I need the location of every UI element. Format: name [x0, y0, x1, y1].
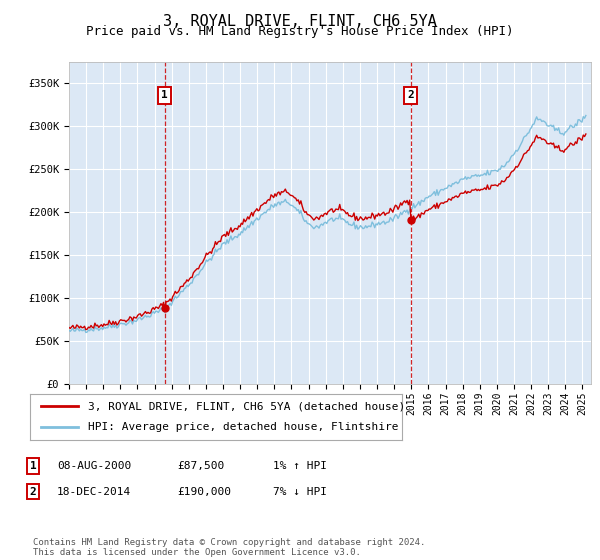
- Text: 1: 1: [29, 461, 37, 471]
- Text: 1% ↑ HPI: 1% ↑ HPI: [273, 461, 327, 471]
- Text: £190,000: £190,000: [177, 487, 231, 497]
- Text: 3, ROYAL DRIVE, FLINT, CH6 5YA: 3, ROYAL DRIVE, FLINT, CH6 5YA: [163, 14, 437, 29]
- Text: 2: 2: [29, 487, 37, 497]
- Text: £87,500: £87,500: [177, 461, 224, 471]
- Text: 1: 1: [161, 90, 168, 100]
- Text: Contains HM Land Registry data © Crown copyright and database right 2024.
This d: Contains HM Land Registry data © Crown c…: [33, 538, 425, 557]
- Text: Price paid vs. HM Land Registry's House Price Index (HPI): Price paid vs. HM Land Registry's House …: [86, 25, 514, 38]
- Text: 3, ROYAL DRIVE, FLINT, CH6 5YA (detached house): 3, ROYAL DRIVE, FLINT, CH6 5YA (detached…: [88, 401, 405, 411]
- Text: 2: 2: [407, 90, 414, 100]
- Text: 18-DEC-2014: 18-DEC-2014: [57, 487, 131, 497]
- Text: HPI: Average price, detached house, Flintshire: HPI: Average price, detached house, Flin…: [88, 422, 398, 432]
- Text: 08-AUG-2000: 08-AUG-2000: [57, 461, 131, 471]
- Text: 7% ↓ HPI: 7% ↓ HPI: [273, 487, 327, 497]
